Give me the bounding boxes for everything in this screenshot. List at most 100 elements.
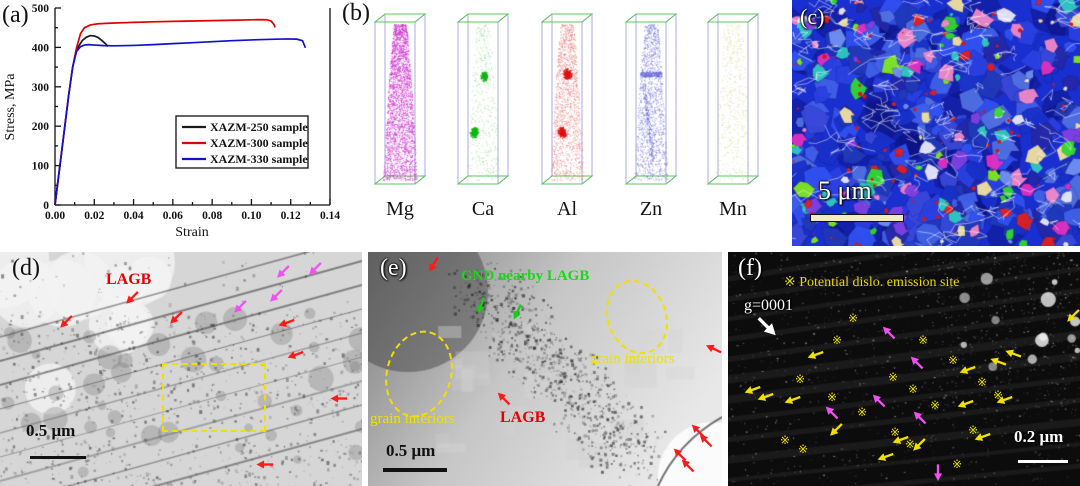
annotation-0-5-m: 0.5 μm bbox=[26, 421, 76, 440]
svg-text:0.04: 0.04 bbox=[124, 210, 144, 222]
panel-c-ebsd-map: (c) 5 μm bbox=[792, 0, 1080, 246]
annotation-arrow-icon bbox=[987, 357, 1007, 373]
annotation-e: (e) bbox=[380, 255, 407, 281]
annotation-5-m: 5 μm bbox=[818, 176, 872, 205]
annotation-arrow-icon bbox=[974, 432, 994, 448]
svg-text:0.12: 0.12 bbox=[281, 210, 301, 222]
apt-element-label: Al bbox=[557, 198, 577, 220]
dislocation-site-mark: ※ bbox=[795, 372, 806, 386]
annotation-arrow-icon bbox=[693, 434, 713, 453]
annotation-arrow-icon bbox=[957, 399, 977, 415]
annotation-arrow-icon bbox=[933, 464, 947, 482]
apt-column-mg: Mg bbox=[370, 12, 430, 234]
annotation-arrow-icon bbox=[829, 423, 848, 442]
panel-e-tem-image: (e) GND nearby LAGB grain interiors grain i… bbox=[368, 252, 722, 486]
scale-bar bbox=[810, 214, 904, 222]
apt-element-label: Mn bbox=[719, 198, 747, 220]
annotation-arrow-icon bbox=[675, 459, 695, 478]
apt-point-cloud-zn bbox=[621, 12, 681, 190]
annotation-arrow-icon bbox=[287, 350, 307, 366]
annotation-arrow-icon bbox=[278, 318, 298, 334]
dislocation-site-mark: ※ bbox=[993, 388, 1004, 402]
dislocation-site-mark: ※ bbox=[905, 437, 916, 451]
panel-b-apt-element-maps: (b) Mg Ca Al Zn Mn bbox=[340, 0, 792, 246]
panel-a-label: (a) bbox=[2, 2, 29, 28]
annotation-c: (c) bbox=[800, 4, 825, 29]
dislocation-site-mark: ※ bbox=[848, 311, 859, 325]
svg-text:Strain: Strain bbox=[175, 225, 208, 240]
scale-bar bbox=[383, 468, 447, 472]
apt-point-cloud-mg bbox=[370, 12, 430, 190]
panel-f-dark-field-tem: (f) ※ Potential dislo. emission site g=000… bbox=[728, 252, 1080, 486]
svg-text:500: 500 bbox=[32, 3, 50, 15]
annotation-arrow-icon bbox=[819, 406, 839, 425]
dislocation-site-mark: ※ bbox=[948, 353, 959, 367]
apt-column-al: Al bbox=[537, 12, 597, 234]
annotation-arrow-icon bbox=[1002, 349, 1022, 365]
annotation-arrow-icon bbox=[233, 300, 252, 319]
dislocation-site-mark: ※ bbox=[952, 457, 963, 471]
panel-b-label: (b) bbox=[342, 0, 370, 26]
svg-text:0.06: 0.06 bbox=[163, 210, 183, 222]
apt-column-zn: Zn bbox=[621, 12, 681, 234]
tem-bright-field-image-d bbox=[0, 252, 362, 486]
annotation-arrow-icon bbox=[757, 392, 777, 408]
annotation-g-0001: g=0001 bbox=[744, 297, 794, 314]
dislocation-site-mark: ※ bbox=[908, 382, 919, 396]
annotation-0-5-m: 0.5 μm bbox=[386, 441, 436, 460]
apt-element-label: Zn bbox=[639, 198, 663, 220]
annotation-arrow-icon bbox=[256, 460, 274, 473]
svg-text:XAZM-330 sample: XAZM-330 sample bbox=[210, 152, 308, 166]
annotation-arrow-icon bbox=[269, 289, 288, 308]
dislocation-site-mark: ※ bbox=[890, 425, 901, 439]
svg-text:200: 200 bbox=[32, 121, 50, 133]
scale-bar bbox=[1018, 460, 1068, 463]
panel-a-stress-strain-chart: (a) 0 100 200 300 400 500 0.00 0.02 0.04 0.06 0.08… bbox=[0, 0, 340, 246]
scale-bar bbox=[30, 456, 86, 459]
annotation-arrow-icon bbox=[753, 313, 781, 341]
annotation-arrow-icon bbox=[876, 326, 896, 345]
dislocation-site-mark: ※ bbox=[857, 405, 868, 419]
svg-text:0.10: 0.10 bbox=[241, 210, 261, 222]
dislocation-site-mark: ※ bbox=[832, 333, 843, 347]
dislocation-site-mark: ※ bbox=[780, 433, 791, 447]
apt-column-mn: Mn bbox=[703, 12, 763, 234]
stress-strain-chart: 0 100 200 300 400 500 0.00 0.02 0.04 0.06 0.08 0.10… bbox=[3, 3, 340, 240]
apt-point-cloud-ca bbox=[453, 12, 513, 190]
annotation-0-2-m: 0.2 μm bbox=[1014, 427, 1064, 446]
svg-text:400: 400 bbox=[32, 42, 50, 54]
annotation-arrow-icon bbox=[904, 356, 924, 375]
annotation-arrow-icon bbox=[429, 256, 446, 276]
svg-text:0.02: 0.02 bbox=[84, 210, 104, 222]
dislocation-site-mark: ※ bbox=[977, 375, 988, 389]
svg-text:XAZM-300 sample: XAZM-300 sample bbox=[210, 136, 308, 150]
annotation-arrow-icon bbox=[807, 350, 827, 366]
panel-d-annotations: (d) LAGB 0.5 μm bbox=[0, 252, 362, 486]
svg-text:Stress, MPa: Stress, MPa bbox=[3, 73, 18, 141]
apt-point-cloud-mn bbox=[703, 12, 763, 190]
annotation-gnd-nearby-lagb: GND nearby LAGB bbox=[461, 268, 590, 284]
annotation-arrow-icon bbox=[667, 448, 687, 467]
apt-element-label: Mg bbox=[386, 198, 414, 220]
annotation-arrow-icon bbox=[702, 344, 722, 361]
annotation-potential-dislo-emission-site: ※ Potential dislo. emission site bbox=[784, 275, 960, 290]
annotation-grain-interiors: grain interiors bbox=[590, 351, 675, 367]
annotation-arrow-icon bbox=[912, 438, 931, 457]
annotation-arrow-icon bbox=[685, 424, 705, 443]
dashed-ellipse-highlight bbox=[375, 322, 463, 426]
annotation-arrow-icon bbox=[125, 291, 144, 310]
dislocation-site-mark: ※ bbox=[798, 442, 809, 456]
dislocation-site-mark: ※ bbox=[888, 370, 899, 384]
apt-column-ca: Ca bbox=[453, 12, 513, 234]
annotation-arrow-icon bbox=[513, 303, 529, 323]
ebsd-map-image bbox=[792, 0, 1080, 246]
panel-e-annotations: (e) GND nearby LAGB grain interiors grain i… bbox=[368, 252, 722, 486]
annotation-arrow-icon bbox=[491, 392, 511, 411]
annotation-arrow-icon bbox=[477, 297, 492, 317]
svg-text:0.08: 0.08 bbox=[202, 210, 222, 222]
annotation-d: (d) bbox=[12, 255, 40, 281]
annotation-arrow-icon bbox=[877, 452, 897, 468]
annotation-arrow-icon bbox=[1066, 309, 1080, 328]
annotation-arrow-icon bbox=[276, 265, 295, 284]
svg-text:300: 300 bbox=[32, 82, 50, 94]
